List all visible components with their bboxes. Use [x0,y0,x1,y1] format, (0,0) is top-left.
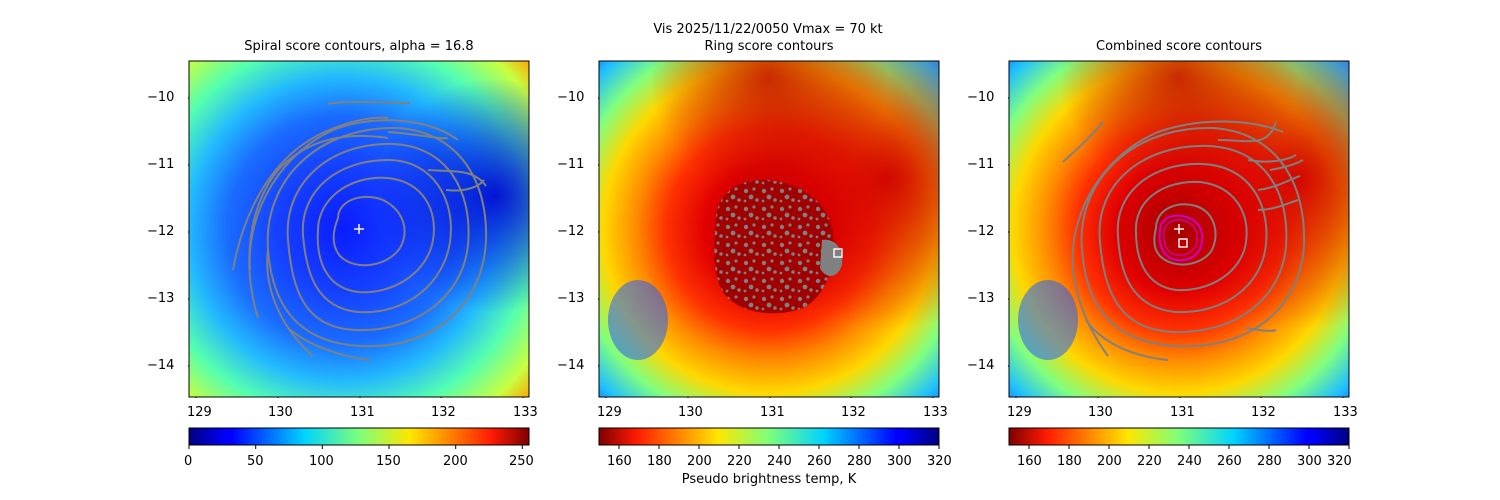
panel-2-cbar-tick-320: 320 [927,454,952,469]
panel-1-xtick-133: 133 [513,405,538,420]
panel-3-cbar-tick-280: 280 [1257,454,1282,469]
panel-2-cbar-tick-300: 300 [887,454,912,469]
panel-1-ytick-m10: −10 [147,90,175,105]
panel-3-ticks [1008,97,1344,398]
panel-3-xtick-129: 129 [1007,405,1032,420]
panel-1-ytick-m11: −11 [147,157,175,172]
panel-2-xtick-133: 133 [923,405,948,420]
panel-2-xtick-131: 131 [760,405,785,420]
panel-3-ytick-m11: −11 [967,157,995,172]
panel-3-ytick-m10: −10 [967,90,995,105]
panel-2-ytick-m13: −13 [557,291,585,306]
panel-3-cbar-tick-180: 180 [1057,454,1082,469]
panel-1-ytick-m13: −13 [147,291,175,306]
panel-2-ytick-m14: −14 [557,358,585,373]
panel-2-cbar-tick-200: 200 [687,454,712,469]
panel-2-colorbar [598,427,940,449]
panel-2-cbar-tick-260: 260 [807,454,832,469]
panel-3-cbar-tick-300: 300 [1297,454,1322,469]
panel-3-cbar-tick-240: 240 [1177,454,1202,469]
panel-2-plot [598,60,940,398]
panel-3-ytick-m14: −14 [967,358,995,373]
panel-1-xtick-129: 129 [187,405,212,420]
panel-3-cbar-tick-220: 220 [1137,454,1162,469]
panel-1-plot [188,60,530,398]
panel-2-ytick-m10: −10 [557,90,585,105]
colorbar-label: Pseudo brightness temp, K [681,472,857,487]
panel-3-xtick-131: 131 [1170,405,1195,420]
panel-2-ytick-m11: −11 [557,157,585,172]
panel-2-title: Ring score contours [704,39,834,54]
panel-3-colorbar [1008,427,1350,449]
panel-2-cbar-tick-180: 180 [647,454,672,469]
panel-2-ytick-m12: −12 [557,224,585,239]
panel-2-xtick-132: 132 [841,405,866,420]
panel-3-cbar-tick-200: 200 [1097,454,1122,469]
panel-2-xtick-129: 129 [597,405,622,420]
panel-1-cbar-tick-200: 200 [443,454,468,469]
panel-1-ticks [188,97,524,398]
panel-3-xtick-130: 130 [1088,405,1113,420]
panel-1-ytick-m12: −12 [147,224,175,239]
panel-1-cbar-tick-150: 150 [376,454,401,469]
panel-3-contours [1062,120,1306,361]
panel-1-xtick-130: 130 [268,405,293,420]
panel-1-colorbar [188,427,530,449]
panel-2-cbar-tick-220: 220 [727,454,752,469]
figure-suptitle: Vis 2025/11/22/0050 Vmax = 70 kt [653,22,883,37]
panel-2-xtick-130: 130 [678,405,703,420]
panel-1-cbar-tick-50: 50 [247,454,264,469]
panel-2-cbar-tick-240: 240 [767,454,792,469]
panel-3-cbar-tick-160: 160 [1017,454,1042,469]
panel-1-xtick-132: 132 [431,405,456,420]
panel-3-xtick-133: 133 [1333,405,1358,420]
panel-2-cbar-tick-280: 280 [847,454,872,469]
panel-1-center-plus-marker [354,224,364,234]
panel-1-cbar-tick-100: 100 [309,454,334,469]
panel-3-xtick-132: 132 [1251,405,1276,420]
panel-3-cbar-tick-320: 320 [1327,454,1352,469]
panel-1-title: Spiral score contours, alpha = 16.8 [244,39,474,54]
panel-3-title: Combined score contours [1096,39,1262,54]
panel-3-ytick-m12: −12 [967,224,995,239]
panel-2-cbar-tick-160: 160 [607,454,632,469]
panel-3-ytick-m13: −13 [967,291,995,306]
panel-1-cbar-tick-0: 0 [184,454,193,469]
panel-3-plot [1008,60,1350,398]
panel-1-cbar-tick-250: 250 [509,454,534,469]
panel-3-cbar-tick-260: 260 [1217,454,1242,469]
panel-1-xtick-131: 131 [350,405,375,420]
panel-3-square-marker [1178,238,1188,248]
panel-1-ytick-m14: −14 [147,358,175,373]
panel-2-ring-score-blob [714,179,843,314]
panel-3-center-plus-marker [1174,224,1184,234]
panel-3-magenta-ring [1158,214,1204,262]
panel-2-square-marker [833,248,843,258]
panel-2-ticks [598,97,934,398]
panel-1-contours [232,100,488,361]
